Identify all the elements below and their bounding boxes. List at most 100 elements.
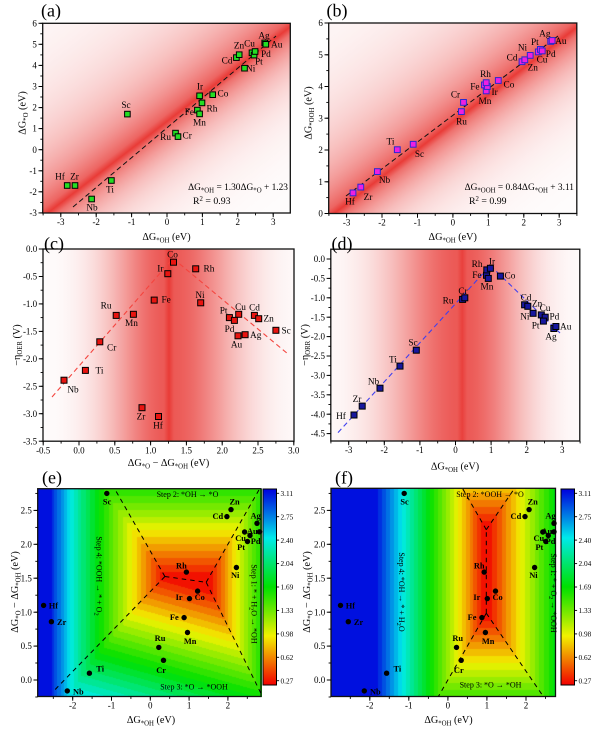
svg-text:-2.0: -2.0 [23, 354, 38, 364]
svg-text:Pt: Pt [237, 543, 245, 552]
svg-text:Ag: Ag [250, 512, 261, 521]
svg-text:0.27: 0.27 [281, 676, 294, 685]
svg-text:Cr: Cr [107, 344, 117, 354]
svg-text:2.75: 2.75 [579, 512, 592, 521]
svg-text:-0.5: -0.5 [311, 274, 326, 284]
svg-text:Au: Au [560, 323, 572, 333]
svg-text:(d): (d) [332, 234, 353, 255]
svg-text:Ti: Ti [96, 664, 104, 673]
svg-text:-3.5: -3.5 [311, 390, 326, 400]
svg-text:Ru: Ru [155, 634, 166, 643]
svg-text:Sc: Sc [400, 498, 409, 507]
svg-text:-1: -1 [405, 701, 413, 711]
svg-text:-2: -2 [381, 445, 389, 455]
svg-text:Ir: Ir [473, 593, 480, 602]
svg-text:Cu: Cu [533, 534, 544, 543]
svg-text:Hf: Hf [49, 602, 59, 611]
svg-text:Ti: Ti [106, 186, 114, 196]
svg-text:-1: -1 [108, 701, 116, 711]
svg-text:Pt: Pt [535, 543, 543, 552]
svg-text:2.0: 2.0 [21, 539, 33, 549]
svg-text:Nb: Nb [73, 687, 84, 696]
svg-text:-4.5: -4.5 [311, 429, 326, 439]
svg-text:Mn: Mn [184, 637, 197, 646]
svg-text:1: 1 [200, 217, 205, 227]
svg-text:Ni: Ni [231, 571, 240, 580]
svg-text:2.0: 2.0 [217, 445, 229, 455]
svg-text:Pt: Pt [255, 58, 263, 68]
svg-text:-0.5: -0.5 [23, 272, 38, 282]
svg-text:Nb: Nb [368, 378, 380, 388]
svg-text:ΔG*O (eV): ΔG*O (eV) [18, 91, 31, 134]
svg-text:−ηOER (V): −ηOER (V) [12, 324, 24, 365]
svg-text:Rh: Rh [176, 562, 187, 571]
svg-text:3.11: 3.11 [579, 489, 592, 498]
svg-text:1.5: 1.5 [314, 573, 326, 583]
svg-text:Ir: Ir [157, 265, 164, 275]
svg-text:ΔG*O − ΔG*OH (eV): ΔG*O − ΔG*OH (eV) [302, 551, 315, 632]
svg-text:Sc: Sc [408, 339, 417, 349]
svg-text:Zr: Zr [57, 618, 67, 627]
svg-text:Cu: Cu [540, 304, 551, 314]
svg-text:2.04: 2.04 [579, 559, 592, 568]
svg-text:Pd: Pd [546, 50, 556, 60]
svg-text:ΔG*OH (eV): ΔG*OH (eV) [142, 232, 190, 245]
svg-text:0.0: 0.0 [26, 244, 38, 254]
svg-text:1.0: 1.0 [314, 607, 326, 617]
svg-text:Cd: Cd [249, 303, 260, 313]
svg-text:Sc: Sc [121, 101, 130, 111]
svg-text:-3: -3 [57, 217, 65, 227]
svg-text:Step 2: *OOH → *O: Step 2: *OOH → *O [456, 490, 524, 499]
svg-text:-2: -2 [366, 701, 374, 711]
svg-text:1.69: 1.69 [579, 583, 592, 592]
svg-text:0.98: 0.98 [281, 630, 294, 639]
svg-text:1: 1 [318, 177, 323, 187]
svg-text:2.04: 2.04 [281, 559, 294, 568]
svg-text:0.0: 0.0 [314, 254, 326, 264]
svg-text:Ru: Ru [101, 302, 112, 312]
svg-text:Pt: Pt [220, 307, 228, 317]
svg-text:6: 6 [318, 18, 323, 28]
svg-text:Ti: Ti [389, 356, 397, 366]
svg-text:Hf: Hf [346, 602, 356, 611]
svg-text:Au: Au [247, 527, 258, 536]
svg-text:(b): (b) [327, 1, 348, 22]
svg-text:Ag: Ag [258, 32, 270, 42]
svg-text:Hf: Hf [336, 411, 347, 422]
svg-text:Au: Au [271, 41, 283, 51]
svg-text:3: 3 [271, 217, 276, 227]
svg-text:0: 0 [453, 445, 458, 455]
svg-text:0.62: 0.62 [579, 653, 592, 662]
svg-text:-2: -2 [69, 701, 77, 711]
svg-text:4: 4 [32, 61, 37, 71]
svg-text:Ag: Ag [539, 30, 551, 40]
svg-text:Fe: Fe [472, 271, 481, 281]
svg-text:2.5: 2.5 [21, 506, 33, 516]
svg-text:-0.5: -0.5 [36, 445, 51, 455]
svg-text:Fe: Fe [185, 108, 194, 118]
svg-text:1.69: 1.69 [281, 583, 294, 592]
svg-text:Co: Co [492, 593, 502, 602]
svg-text:-2.5: -2.5 [23, 381, 38, 391]
svg-text:Pd: Pd [261, 50, 271, 60]
svg-text:ΔG*OH (eV): ΔG*OH (eV) [431, 462, 479, 475]
svg-text:Step 4: *OOH → * + O2: Step 4: *OOH → * + O2 [92, 536, 103, 615]
svg-text:2: 2 [318, 145, 323, 155]
svg-text:Mn: Mn [479, 97, 492, 107]
svg-text:Fe: Fe [470, 82, 479, 92]
svg-text:Sc: Sc [282, 327, 291, 337]
svg-text:Ru: Ru [452, 634, 463, 643]
svg-text:(a): (a) [41, 1, 61, 22]
svg-text:Cr: Cr [183, 132, 193, 142]
svg-text:-2: -2 [29, 187, 37, 197]
svg-text:Zn: Zn [528, 63, 539, 73]
svg-text:2.40: 2.40 [579, 536, 592, 545]
svg-text:-2: -2 [92, 217, 100, 227]
svg-text:Hf: Hf [55, 172, 66, 183]
svg-text:(c): (c) [44, 234, 64, 255]
svg-text:Ni: Ni [529, 571, 538, 580]
svg-text:2.5: 2.5 [314, 506, 326, 516]
svg-text:Zr: Zr [137, 413, 147, 423]
svg-text:Mn: Mn [193, 119, 206, 129]
svg-text:2: 2 [226, 701, 231, 711]
